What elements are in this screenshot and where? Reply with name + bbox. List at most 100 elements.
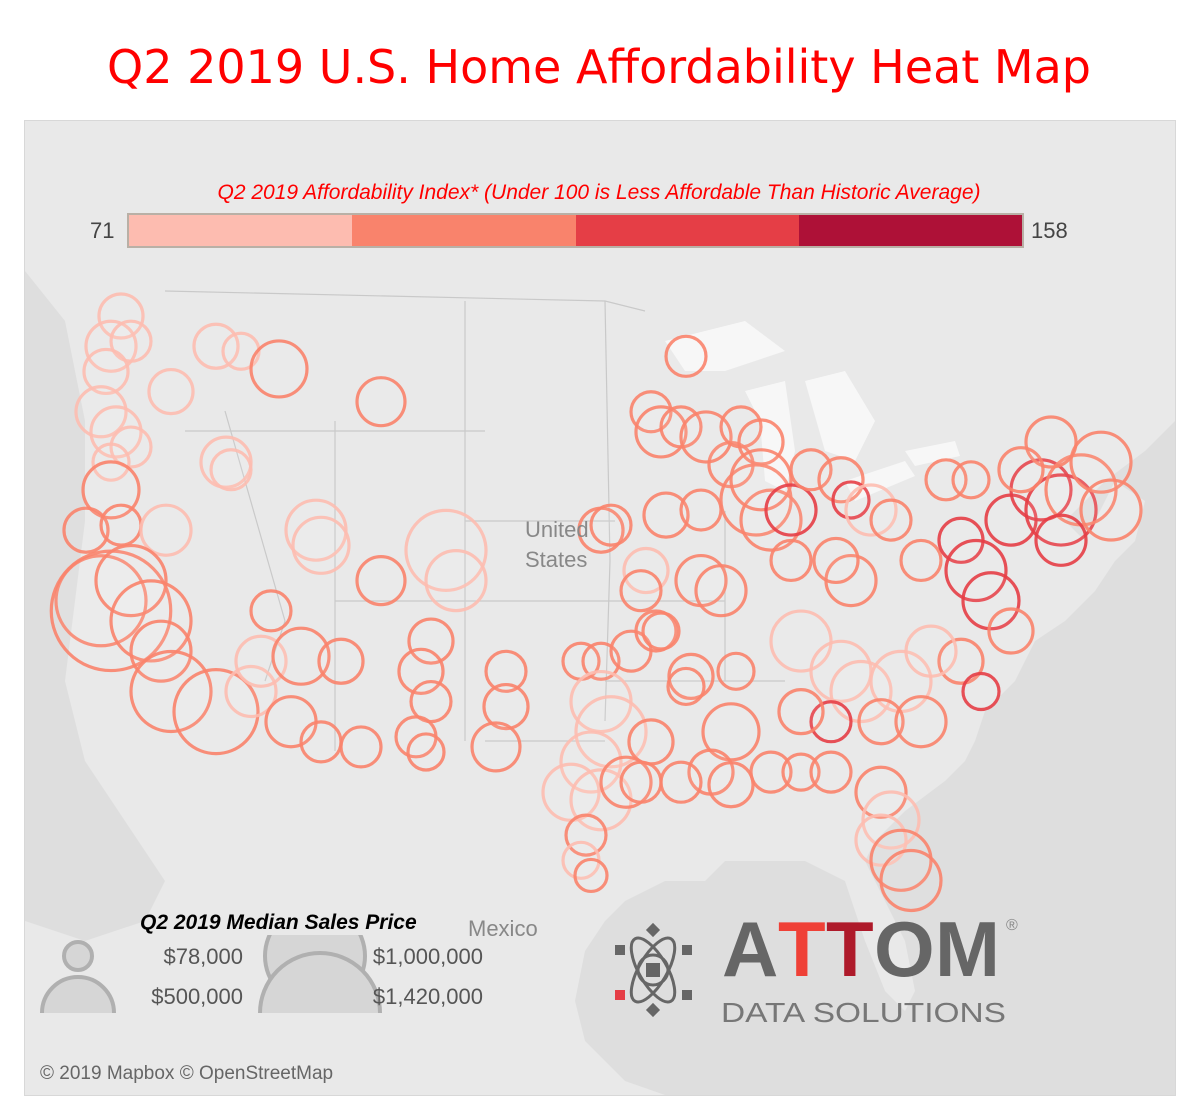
map-marker[interactable] — [869, 498, 913, 542]
map-marker[interactable] — [317, 637, 365, 685]
map-marker[interactable] — [659, 760, 703, 804]
map-marker[interactable] — [249, 589, 293, 633]
map-marker[interactable] — [904, 624, 958, 678]
svg-text:M: M — [935, 912, 1000, 993]
markers-layer — [49, 292, 1143, 913]
map-marker[interactable] — [192, 322, 240, 370]
map-marker[interactable] — [424, 549, 488, 613]
map-marker[interactable] — [879, 848, 943, 913]
map-marker[interactable] — [812, 536, 860, 585]
map-marker[interactable] — [1034, 513, 1088, 567]
map-marker[interactable] — [619, 760, 663, 804]
map-marker[interactable] — [764, 483, 818, 537]
map-marker[interactable] — [809, 700, 853, 744]
map-marker[interactable] — [951, 460, 991, 500]
map-marker[interactable] — [997, 446, 1045, 494]
map-marker[interactable] — [81, 460, 141, 520]
land-north-america — [25, 121, 1175, 1095]
map-marker[interactable] — [961, 671, 1001, 712]
map-marker[interactable] — [139, 503, 193, 557]
map-marker[interactable] — [1024, 473, 1098, 547]
map-marker[interactable] — [589, 503, 633, 547]
color-bin-4 — [798, 215, 1022, 246]
country-label-line2: States — [525, 547, 588, 572]
map-marker[interactable] — [869, 828, 933, 892]
map-marker[interactable] — [937, 637, 985, 685]
svg-text:A: A — [722, 912, 778, 993]
map-marker[interactable] — [944, 538, 1008, 603]
map-marker[interactable] — [224, 664, 278, 719]
map-marker[interactable] — [817, 456, 865, 504]
map-marker[interactable] — [627, 718, 675, 766]
map-marker[interactable] — [406, 732, 446, 772]
map-marker[interactable] — [1079, 478, 1143, 542]
map-marker[interactable] — [857, 698, 905, 746]
attom-logo: A T T O M ® DATA SOLUTIONS — [615, 912, 1018, 1028]
map-marker[interactable] — [147, 367, 195, 416]
map-marker[interactable] — [694, 564, 748, 618]
map-marker[interactable] — [599, 755, 653, 809]
map-marker[interactable] — [564, 813, 608, 857]
map-marker[interactable] — [789, 448, 833, 492]
map-marker[interactable] — [716, 651, 756, 691]
size-label-1_42m: $1,420,000 — [372, 984, 483, 1009]
map-marker[interactable] — [769, 538, 813, 583]
map-marker[interactable] — [961, 571, 1021, 631]
map-marker[interactable] — [482, 682, 530, 731]
map-marker[interactable] — [172, 668, 260, 756]
map-marker[interactable] — [470, 721, 522, 773]
map-marker[interactable] — [894, 695, 948, 749]
size-circle-500k — [40, 975, 116, 1013]
map-marker[interactable] — [987, 607, 1035, 655]
map-marker[interactable] — [844, 483, 898, 537]
map-marker[interactable] — [707, 761, 755, 809]
map-marker[interactable] — [271, 626, 331, 686]
map-marker[interactable] — [94, 543, 168, 618]
map-marker[interactable] — [62, 506, 110, 554]
map-marker[interactable] — [109, 319, 153, 363]
map-marker[interactable] — [109, 579, 193, 663]
map-marker[interactable] — [642, 491, 690, 539]
map-marker[interactable] — [809, 750, 853, 794]
map-marker[interactable] — [781, 752, 821, 792]
map-marker[interactable] — [1069, 430, 1133, 494]
map-marker[interactable] — [339, 725, 383, 769]
map-marker[interactable] — [679, 488, 723, 532]
map-marker[interactable] — [291, 515, 351, 575]
map-marker[interactable] — [484, 649, 528, 693]
map-marker[interactable] — [99, 503, 143, 547]
map-marker[interactable] — [666, 666, 706, 707]
map-marker[interactable] — [899, 538, 943, 583]
map-marker[interactable] — [407, 617, 455, 665]
map-marker[interactable] — [641, 611, 681, 651]
logo-wordmark: A T T O M — [722, 912, 1000, 993]
color-bin-3 — [575, 215, 799, 246]
map-marker[interactable] — [679, 410, 733, 464]
map-marker[interactable] — [249, 339, 309, 399]
map-marker[interactable] — [82, 347, 130, 396]
map-marker[interactable] — [355, 376, 407, 428]
map-marker[interactable] — [777, 688, 825, 736]
map-marker[interactable] — [109, 425, 153, 469]
map-marker[interactable] — [667, 652, 715, 700]
map-marker[interactable] — [404, 508, 488, 592]
map-marker[interactable] — [97, 292, 145, 340]
map-marker[interactable] — [129, 649, 213, 734]
map-svg — [25, 121, 1175, 1095]
map-marker[interactable] — [831, 480, 871, 520]
svg-text:T: T — [778, 912, 826, 993]
map-marker[interactable] — [729, 448, 793, 512]
map-canvas[interactable] — [24, 120, 1176, 1096]
map-marker[interactable] — [749, 750, 793, 794]
map-marker[interactable] — [573, 857, 609, 894]
map-marker[interactable] — [559, 730, 623, 794]
map-marker[interactable] — [355, 555, 407, 607]
map-marker[interactable] — [574, 695, 648, 769]
map-marker[interactable] — [299, 720, 343, 764]
map-marker[interactable] — [619, 569, 663, 613]
country-label-mexico: Mexico — [468, 916, 538, 941]
map-marker[interactable] — [664, 334, 708, 378]
color-bin-1 — [129, 215, 353, 246]
size-legend-title: Q2 2019 Median Sales Price — [140, 911, 417, 934]
map-marker[interactable] — [209, 448, 253, 492]
